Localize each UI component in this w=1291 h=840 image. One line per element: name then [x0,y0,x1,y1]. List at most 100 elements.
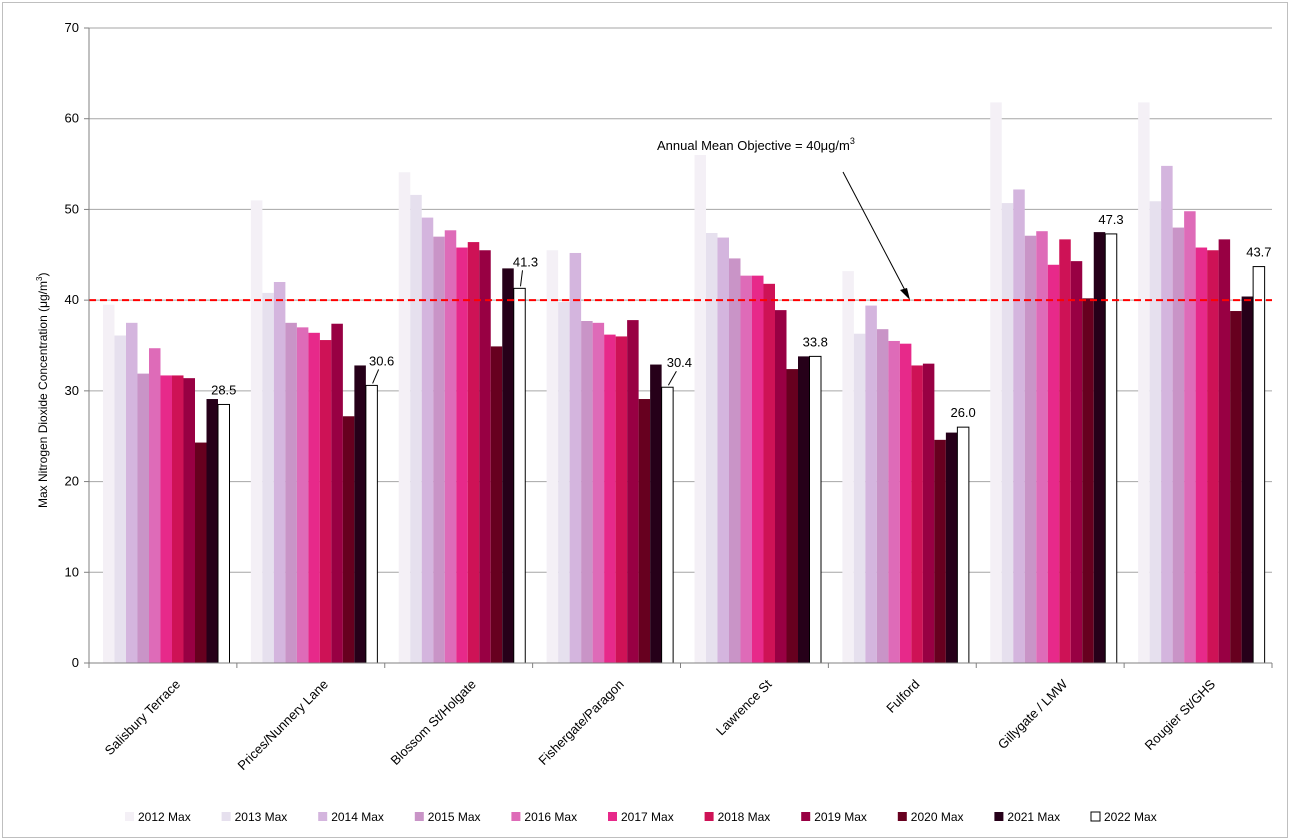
bar-2014-max-7 [1161,165,1173,663]
legend-item-7: 2019 Max [801,810,867,824]
legend-item-5: 2017 Max [608,810,674,824]
bar-2016-max-0 [149,348,161,663]
bar-2015-max-6 [1024,235,1037,663]
bar-2020-max-3 [638,399,651,663]
legend-label: 2015 Max [428,810,481,824]
bar-2016-max-4 [740,275,752,663]
data-label-2: 41.3 [513,254,538,269]
bar-2019-max-7 [1218,239,1231,663]
bar-2019-max-4 [775,310,787,663]
y-tick-label: 60 [65,111,79,126]
legend-item-4: 2016 Max [511,810,577,824]
bar-chart: 0 10 20 30 40 50 60 70 Salisbury Terrace Prices/… [35,20,1273,824]
bar-2017-max-1 [308,332,320,663]
y-tick-label: 70 [65,20,79,35]
bar-2018-max-0 [172,375,184,663]
data-label-1: 30.6 [369,353,394,368]
legend-label: 2013 Max [235,810,288,824]
legend-label: 2022 Max [1104,810,1157,824]
legend-swatch [897,812,907,821]
bar-2017-max-2 [456,247,468,663]
bar-2022-max-1 [365,384,378,664]
bar-2021-max-3 [650,364,662,663]
bar-2017-max-3 [604,334,616,663]
legend-label: 2017 Max [621,810,674,824]
bar-2013-max-4 [706,233,718,663]
bar-2021-max-1 [354,365,366,663]
bar-2017-max-0 [160,375,172,663]
bar-2022-max-5 [956,426,970,664]
bar-2013-max-0 [114,335,126,663]
legend-label: 2020 Max [911,810,964,824]
bar-2016-max-7 [1184,211,1196,663]
y-tick-label: 40 [65,292,79,307]
legend-swatch [318,812,328,821]
bar-2012-max-0 [103,304,115,663]
bar-2020-max-2 [490,346,503,663]
bar-2019-max-0 [183,378,195,663]
bar-2018-max-1 [319,340,332,663]
legend-label: 2019 Max [814,810,867,824]
category-label-6: Gillygate / LMW [995,676,1071,752]
bar-2018-max-4 [763,283,775,663]
bar-2021-max-6 [1093,232,1106,663]
legend-label: 2021 Max [1007,810,1060,824]
legend-label: 2012 Max [138,810,191,824]
data-label-3: 30.4 [667,355,692,370]
bar-2018-max-6 [1059,239,1071,663]
bars [103,102,1266,664]
objective-annotation-text: Annual Mean Objective = 40μg/m3 [657,136,855,153]
bar-2013-max-1 [262,292,274,663]
data-label-leader-2 [520,270,523,287]
bar-2017-max-5 [899,343,912,663]
legend-swatch [704,812,714,821]
bar-2020-max-0 [195,442,207,663]
bar-2019-max-3 [627,320,639,663]
bar-2017-max-4 [752,275,764,663]
category-label-4: Lawrence St [713,676,775,738]
legend-item-2: 2014 Max [318,810,384,824]
bar-2019-max-2 [479,250,491,663]
data-label-6: 47.3 [1098,212,1123,227]
bar-2019-max-5 [922,363,935,663]
bar-2021-max-2 [502,268,514,663]
data-label-leader-3 [667,370,677,386]
legend-item-6: 2018 Max [704,810,770,824]
bar-2014-max-6 [1013,189,1025,663]
y-tick-label: 30 [65,383,79,398]
bar-2012-max-2 [398,172,411,663]
bar-2022-max-7 [1252,266,1266,664]
y-axis-ticks: 0 10 20 30 40 50 60 70 [65,20,89,670]
legend-swatch [221,812,231,821]
legend-swatch [994,812,1004,821]
bar-2017-max-6 [1047,264,1060,663]
bar-2015-max-5 [876,329,889,663]
bar-2012-max-7 [1138,102,1150,663]
bar-2015-max-2 [433,236,445,663]
bar-2019-max-1 [331,323,343,663]
legend: 2012 Max 2013 Max 2014 Max 2015 Max 2016 Max… [125,810,1157,824]
bar-2012-max-1 [250,200,263,663]
bar-2018-max-2 [467,242,480,664]
category-label-0: Salisbury Terrace [102,677,183,758]
bar-2012-max-4 [694,155,706,663]
data-label-4: 33.8 [803,334,828,349]
bar-2016-max-5 [888,340,900,663]
bar-2017-max-7 [1195,247,1208,663]
category-label-1: Prices/Nunnery Lane [234,677,330,773]
bar-2018-max-3 [615,336,628,663]
bar-2013-max-3 [558,301,570,663]
category-label-2: Blossom St/Holgate [387,677,478,768]
bar-2014-max-3 [569,252,582,663]
legend-swatch [414,812,424,821]
bar-2014-max-0 [126,322,138,663]
bar-2020-max-1 [342,416,355,663]
data-label-7: 43.7 [1246,245,1271,260]
legend-swatch [125,812,134,821]
bar-2013-max-7 [1149,201,1162,663]
legend-swatch [608,812,617,821]
bar-2018-max-5 [911,365,923,663]
bar-2021-max-4 [798,356,810,663]
bar-2016-max-3 [592,322,605,663]
bar-2013-max-5 [853,333,866,663]
